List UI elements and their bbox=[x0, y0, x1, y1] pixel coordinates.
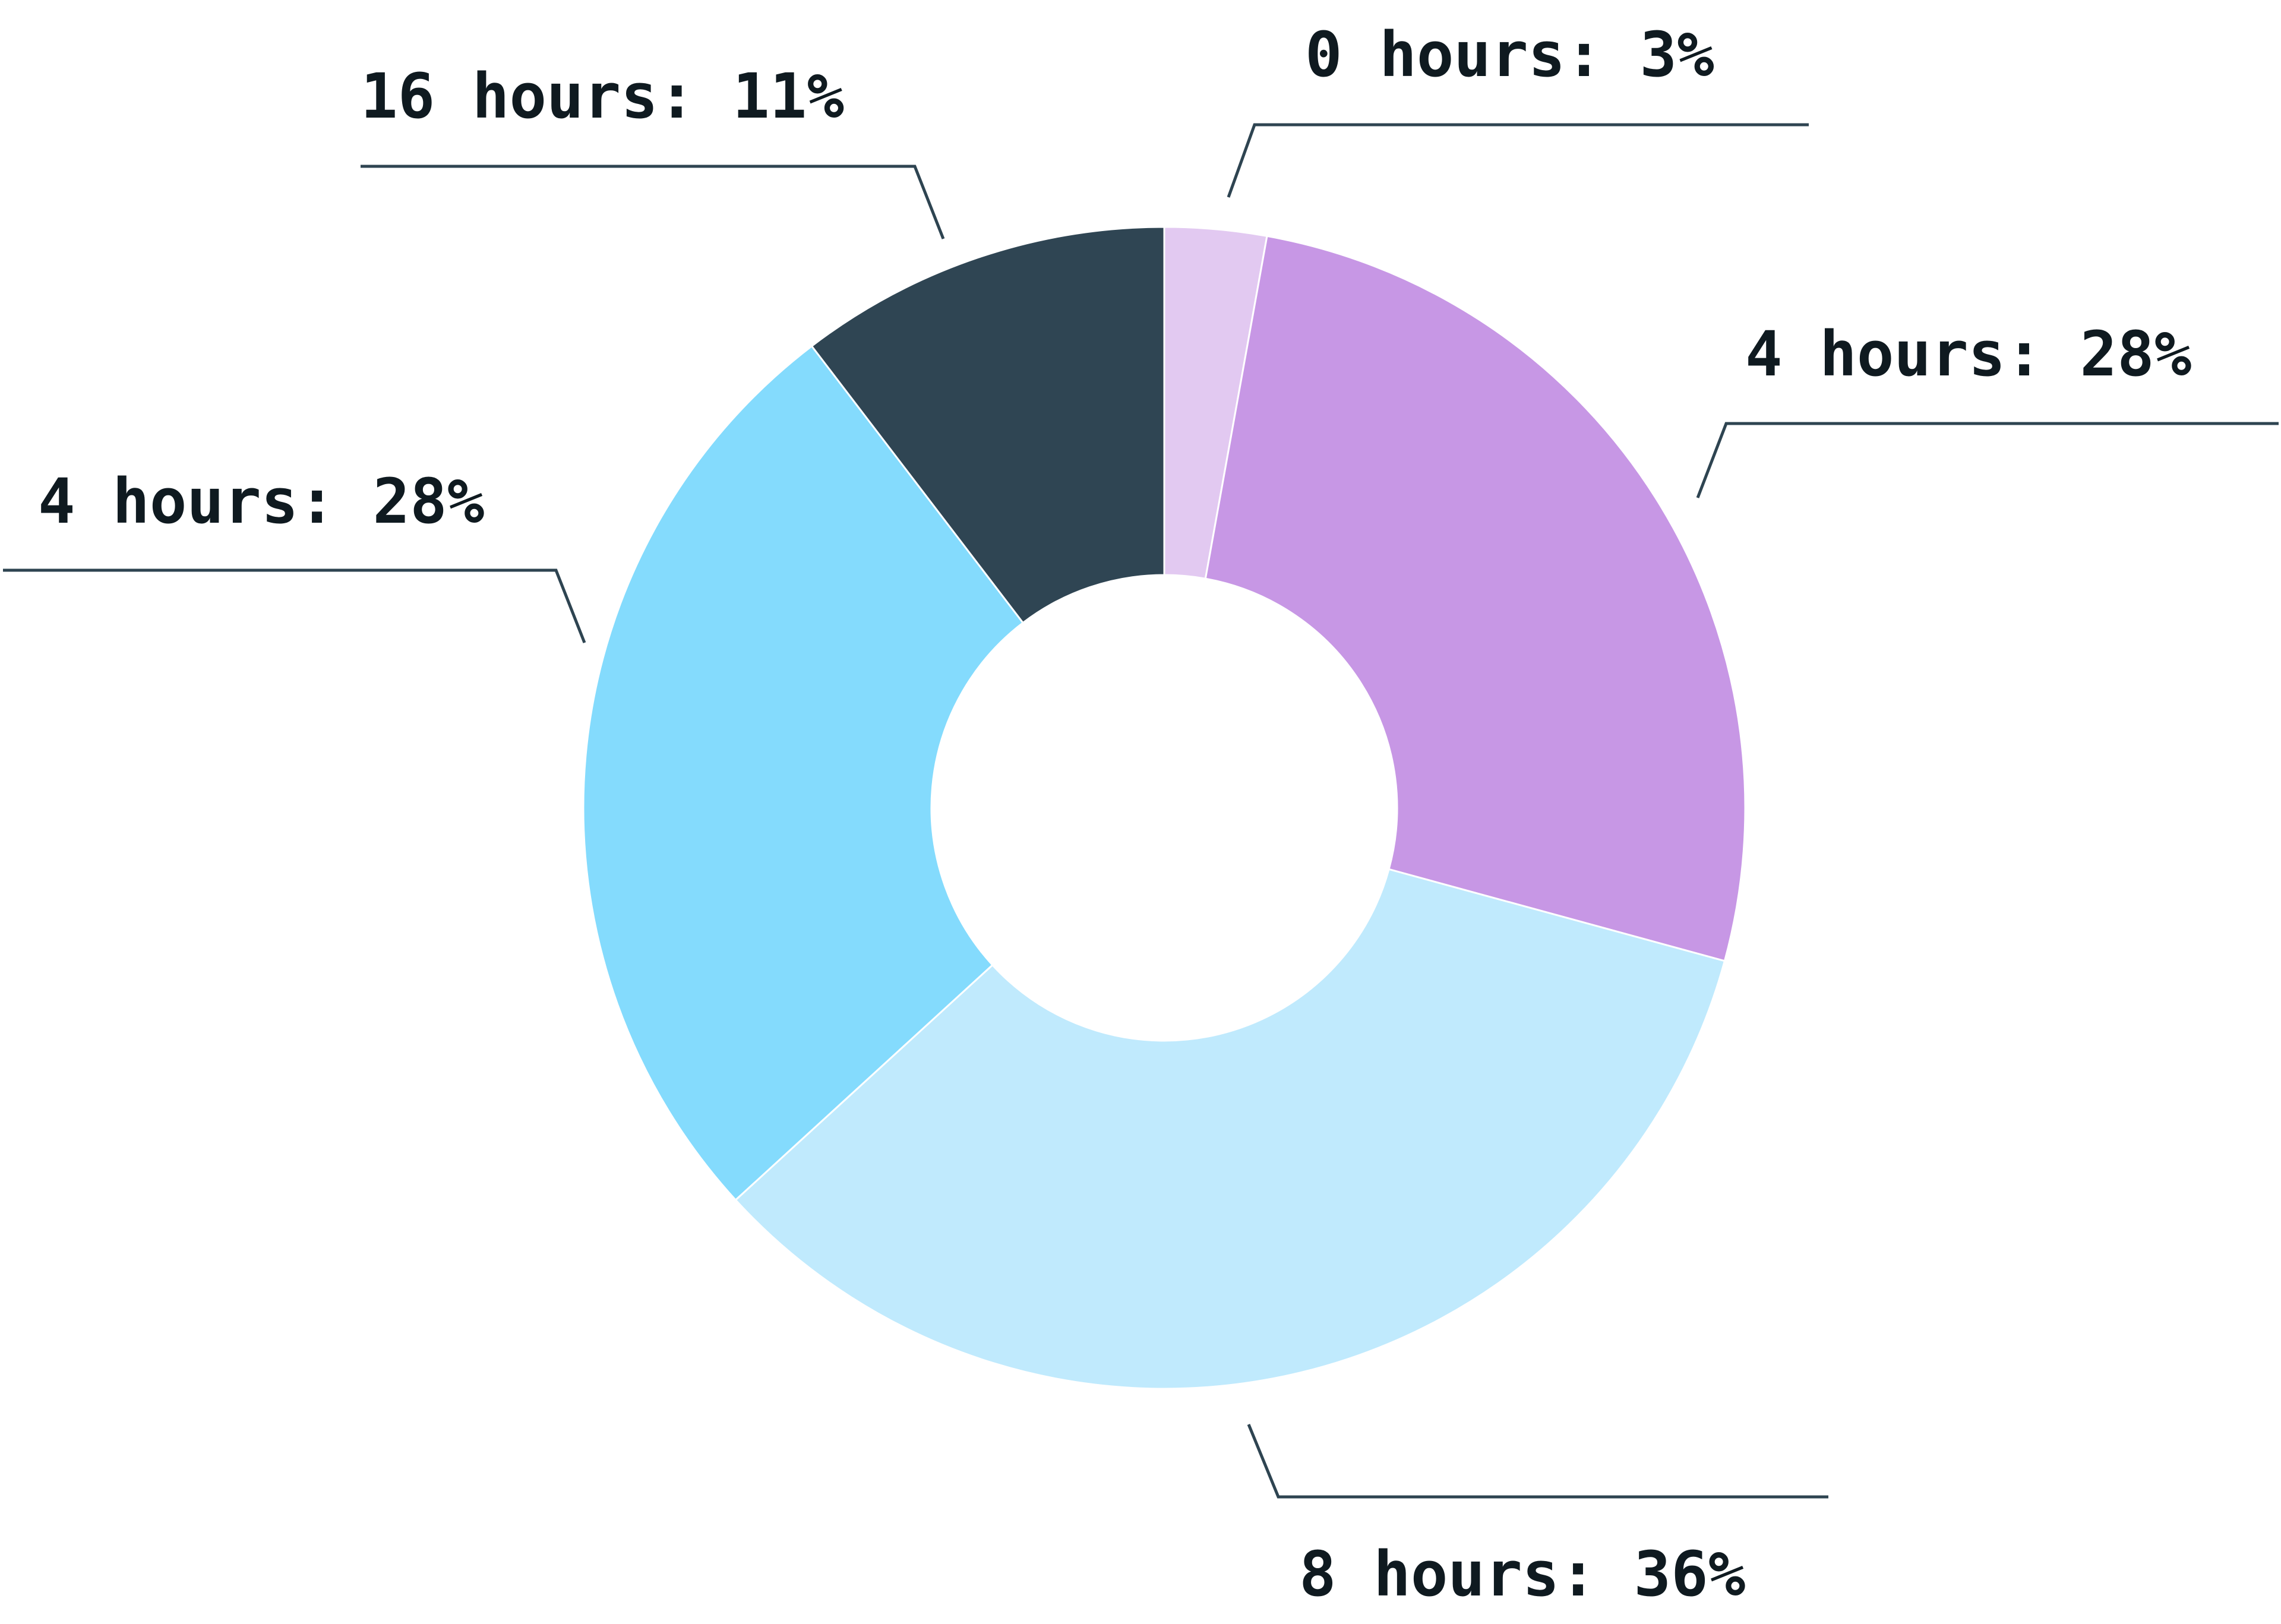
data-label-8-hours: 8 hours: 36% bbox=[1299, 1538, 1745, 1610]
leader-line-0-hours bbox=[1227, 123, 1809, 198]
data-label-4-hours-left: 4 hours: 28% bbox=[38, 465, 484, 538]
leader-line-4-hours-left bbox=[3, 568, 586, 643]
donut-slices bbox=[582, 226, 1746, 1390]
slice-4-hours-left bbox=[582, 345, 1025, 1202]
slice-4-hours-right bbox=[1204, 235, 1746, 962]
data-labels: 0 hours: 3% 4 hours: 28% 8 hours: 36% 4 … bbox=[38, 18, 2191, 1610]
data-label-16-hours: 16 hours: 11% bbox=[361, 60, 844, 132]
data-label-0-hours: 0 hours: 3% bbox=[1305, 18, 1714, 91]
data-label-4-hours-right: 4 hours: 28% bbox=[1745, 318, 2191, 390]
leader-line-8-hours bbox=[1247, 1424, 1828, 1499]
leader-line-4-hours-right bbox=[1696, 422, 2279, 498]
leader-line-16-hours bbox=[361, 165, 945, 239]
slice-16-hours bbox=[810, 226, 1165, 624]
slice-8-hours bbox=[734, 868, 1726, 1390]
leader-lines bbox=[3, 123, 2279, 1499]
